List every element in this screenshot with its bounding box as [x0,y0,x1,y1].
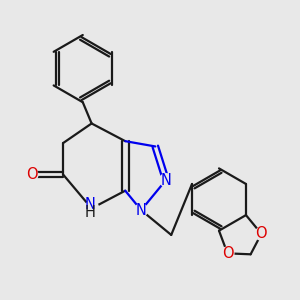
Text: O: O [26,167,37,182]
Text: H: H [84,206,95,220]
Circle shape [160,174,172,186]
Circle shape [25,168,38,181]
Text: O: O [256,226,267,241]
Circle shape [255,227,268,240]
Text: N: N [136,203,147,218]
Text: N: N [84,196,95,211]
Text: O: O [222,246,233,261]
Circle shape [85,201,99,215]
Circle shape [135,204,148,217]
Text: N: N [160,172,171,188]
Circle shape [221,247,234,260]
